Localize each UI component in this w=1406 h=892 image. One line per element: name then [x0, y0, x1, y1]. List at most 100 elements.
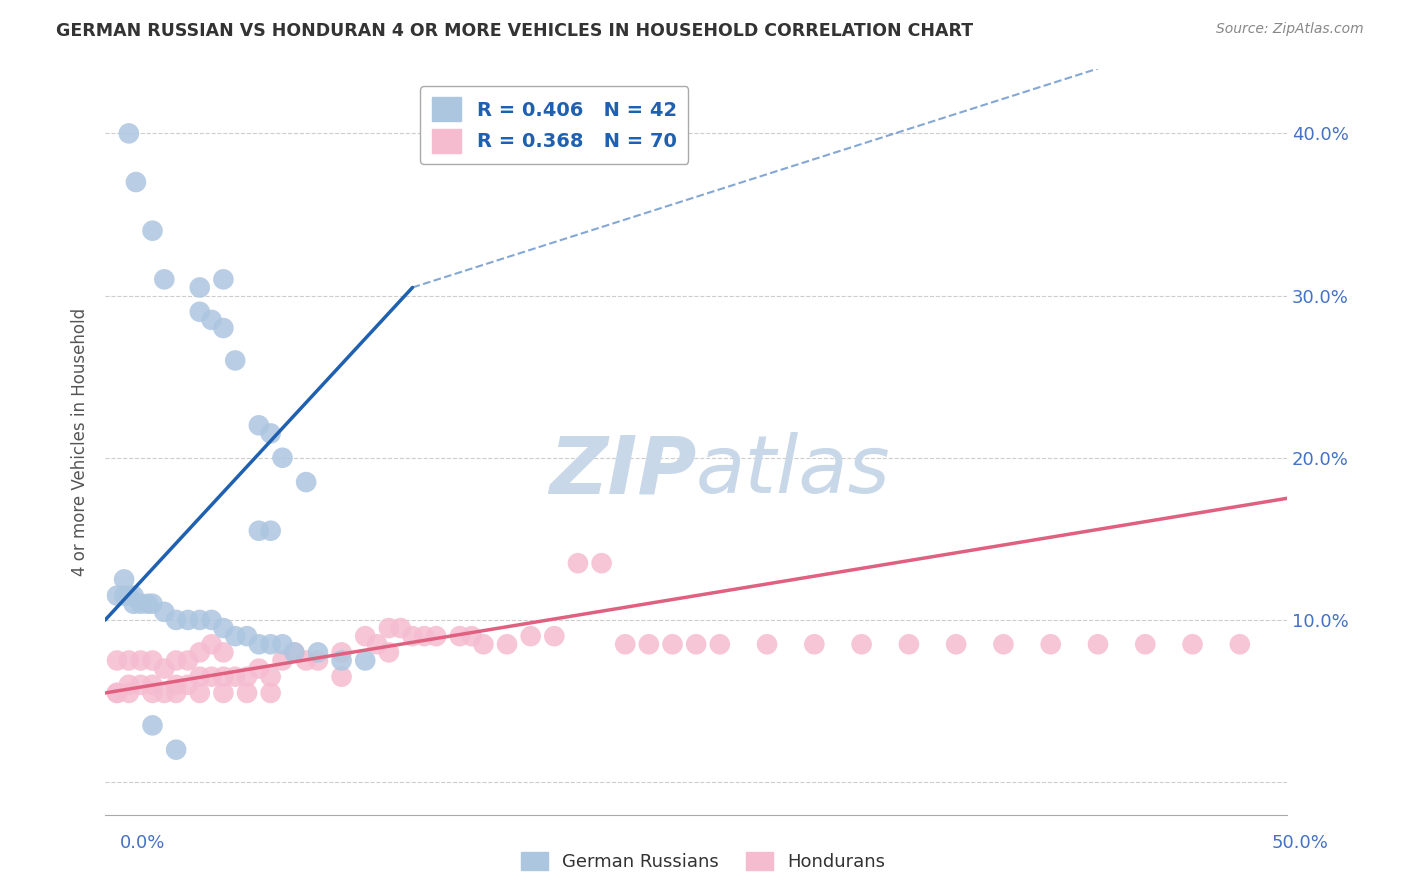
Point [153, 662, 176, 676]
Point [118, 653, 141, 667]
Point [105, 686, 128, 700]
Point [200, 670, 222, 684]
Text: atlas: atlas [696, 433, 891, 510]
Point [295, 475, 318, 489]
Point [247, 662, 270, 676]
Point [756, 637, 779, 651]
Point [188, 280, 211, 294]
Point [105, 686, 128, 700]
Point [141, 224, 163, 238]
Point [661, 637, 683, 651]
Point [236, 629, 259, 643]
Point [118, 686, 141, 700]
Point [153, 272, 176, 286]
Point [271, 637, 294, 651]
Point [1087, 637, 1109, 651]
Point [141, 653, 163, 667]
Point [177, 613, 200, 627]
Point [496, 637, 519, 651]
Point [247, 418, 270, 433]
Text: ZIP: ZIP [548, 433, 696, 510]
Text: Source: ZipAtlas.com: Source: ZipAtlas.com [1216, 22, 1364, 37]
Point [354, 653, 377, 667]
Point [330, 670, 353, 684]
Point [136, 597, 159, 611]
Legend: R = 0.406   N = 42, R = 0.368   N = 70: R = 0.406 N = 42, R = 0.368 N = 70 [420, 86, 689, 164]
Point [1181, 637, 1204, 651]
Point [188, 686, 211, 700]
Text: GERMAN RUSSIAN VS HONDURAN 4 OR MORE VEHICLES IN HOUSEHOLD CORRELATION CHART: GERMAN RUSSIAN VS HONDURAN 4 OR MORE VEH… [56, 22, 973, 40]
Point [260, 670, 283, 684]
Point [141, 686, 163, 700]
Point [236, 686, 259, 700]
Point [460, 629, 482, 643]
Point [425, 629, 447, 643]
Point [449, 629, 471, 643]
Point [212, 670, 235, 684]
Point [129, 597, 152, 611]
Point [413, 629, 436, 643]
Point [1039, 637, 1062, 651]
Point [389, 621, 412, 635]
Point [141, 678, 163, 692]
Y-axis label: 4 or more Vehicles in Household: 4 or more Vehicles in Household [72, 308, 89, 575]
Point [200, 313, 222, 327]
Point [330, 645, 353, 659]
Point [177, 653, 200, 667]
Point [709, 637, 731, 651]
Point [118, 127, 141, 141]
Point [260, 637, 283, 651]
Point [165, 653, 187, 667]
Text: 0.0%: 0.0% [120, 834, 165, 852]
Point [224, 670, 246, 684]
Point [307, 653, 329, 667]
Point [224, 353, 246, 368]
Point [212, 645, 235, 659]
Point [247, 637, 270, 651]
Point [591, 556, 613, 570]
Point [118, 678, 141, 692]
Point [247, 524, 270, 538]
Point [1229, 637, 1251, 651]
Text: 50.0%: 50.0% [1272, 834, 1329, 852]
Point [638, 637, 661, 651]
Point [295, 653, 318, 667]
Point [519, 629, 541, 643]
Point [129, 678, 152, 692]
Point [685, 637, 707, 651]
Point [122, 597, 145, 611]
Point [118, 589, 141, 603]
Point [129, 653, 152, 667]
Point [141, 597, 163, 611]
Point [378, 621, 401, 635]
Point [354, 629, 377, 643]
Point [105, 653, 128, 667]
Point [236, 670, 259, 684]
Point [378, 645, 401, 659]
Point [212, 272, 235, 286]
Point [851, 637, 873, 651]
Point [472, 637, 495, 651]
Point [283, 645, 305, 659]
Point [993, 637, 1015, 651]
Point [543, 629, 565, 643]
Point [945, 637, 967, 651]
Point [153, 605, 176, 619]
Legend: German Russians, Hondurans: German Russians, Hondurans [513, 845, 893, 879]
Point [165, 613, 187, 627]
Point [141, 718, 163, 732]
Point [112, 589, 135, 603]
Point [165, 742, 187, 756]
Point [200, 613, 222, 627]
Point [212, 321, 235, 335]
Point [165, 678, 187, 692]
Point [188, 670, 211, 684]
Point [212, 621, 235, 635]
Point [271, 450, 294, 465]
Point [125, 175, 148, 189]
Point [212, 686, 235, 700]
Point [122, 589, 145, 603]
Point [366, 637, 388, 651]
Point [224, 629, 246, 643]
Point [283, 645, 305, 659]
